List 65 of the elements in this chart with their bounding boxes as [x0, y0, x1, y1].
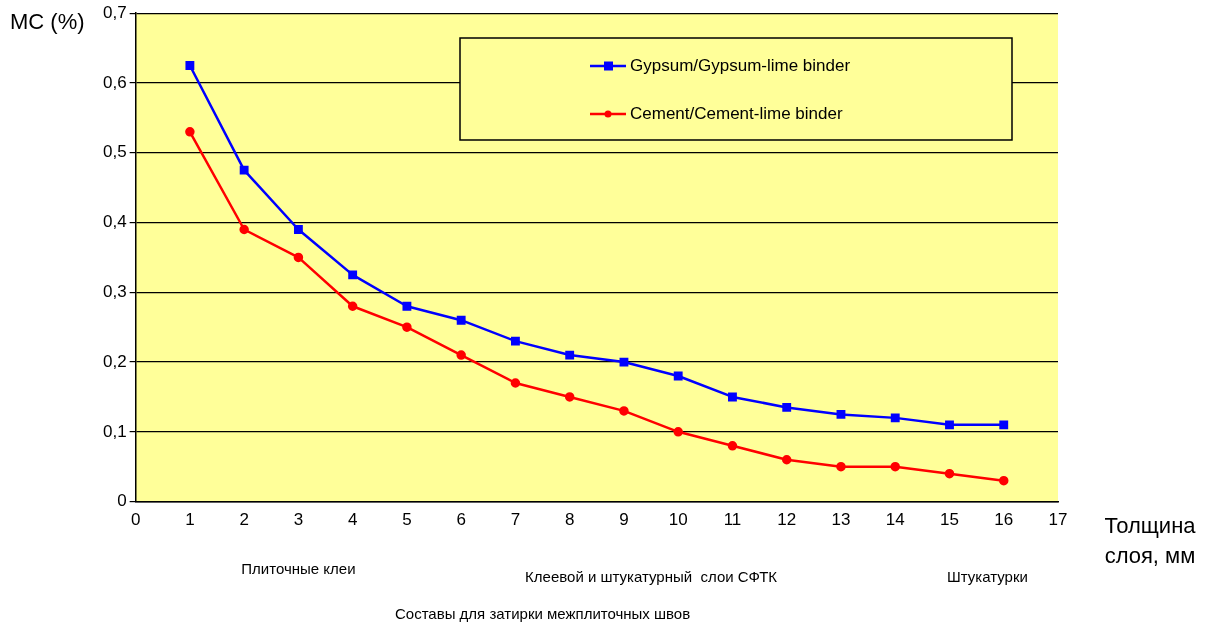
point — [890, 413, 900, 423]
point — [402, 301, 412, 311]
point — [510, 378, 521, 388]
point — [836, 409, 846, 419]
legend-label: Cement/Cement-lime binder — [630, 103, 843, 123]
point — [890, 461, 900, 472]
y-tick-label: 0,2 — [102, 351, 127, 371]
x-tick-label: 13 — [831, 510, 851, 530]
point — [402, 322, 412, 332]
x-tick-label: 7 — [510, 510, 521, 530]
y-tick-label: 0,3 — [102, 281, 127, 301]
point — [619, 406, 629, 416]
x-tick-label: 12 — [777, 510, 797, 530]
text: Составы для затирки межплиточных швов — [394, 605, 691, 623]
point — [511, 336, 520, 346]
x-tick-label: 10 — [668, 510, 688, 530]
text: Клеевой и штукатурный слои СФТК — [525, 568, 778, 586]
point — [782, 402, 792, 412]
point — [239, 165, 249, 175]
x-tick-label: 6 — [456, 510, 466, 530]
legend-label: Gypsum/Gypsum-lime binder — [630, 55, 851, 75]
x-tick-label: 15 — [940, 510, 959, 530]
y-tick-label: 0,4 — [102, 212, 127, 232]
x-tick-label: 3 — [293, 510, 304, 530]
point — [185, 127, 195, 137]
x-tick-label: 5 — [402, 510, 412, 530]
y-tick-label: 0,1 — [102, 421, 127, 441]
point — [185, 61, 195, 70]
x-tick-label: 14 — [885, 510, 905, 530]
text: Штукатурки — [947, 568, 1028, 586]
point — [998, 475, 1009, 486]
text: Плиточные клеи — [241, 560, 356, 578]
point — [456, 315, 466, 325]
x-tick-label: 2 — [239, 510, 249, 530]
y-tick-label: 0,6 — [102, 72, 127, 92]
point — [348, 270, 358, 280]
y-tick-label: 0,7 — [102, 2, 127, 22]
x-tick-label: 11 — [723, 510, 742, 530]
point — [293, 252, 304, 263]
y-tick-label: 0 — [117, 491, 127, 511]
point — [456, 350, 466, 360]
point — [727, 441, 738, 451]
point — [673, 427, 683, 437]
x-axis-title: Толщина слоя, мм — [1104, 513, 1197, 569]
point — [564, 392, 575, 402]
x-tick-label: 8 — [564, 510, 575, 530]
y-tick-label: 0,5 — [102, 142, 127, 162]
x-tick-label: 4 — [347, 510, 358, 530]
point — [999, 420, 1009, 430]
x-tick-label: 1 — [185, 510, 195, 530]
point — [565, 350, 575, 360]
x-tick-label: 0 — [130, 510, 141, 530]
point — [836, 461, 846, 472]
point — [239, 224, 249, 235]
point — [673, 371, 683, 381]
point — [945, 420, 954, 430]
point — [347, 301, 358, 311]
point — [944, 468, 955, 479]
point — [293, 225, 303, 234]
y-axis-title: MC (%) — [10, 9, 85, 35]
x-tick-label: 16 — [994, 510, 1014, 530]
x-tick-label: 9 — [619, 510, 629, 530]
point — [728, 392, 737, 402]
point — [781, 454, 792, 465]
x-tick-label: 17 — [1048, 510, 1068, 530]
